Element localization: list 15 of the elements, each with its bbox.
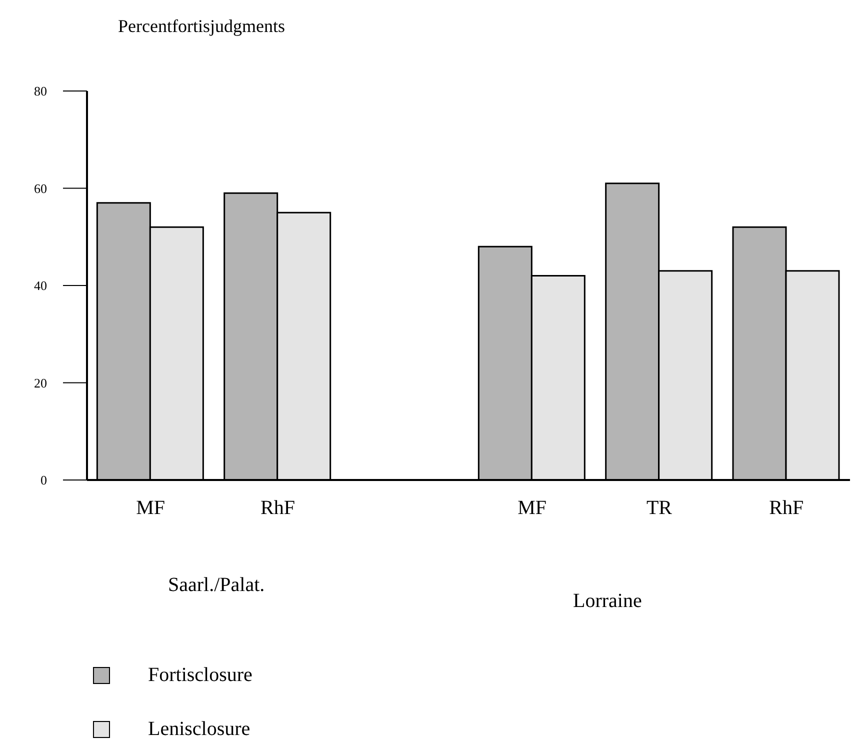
x-tick-label: RhF (769, 497, 804, 520)
text: Lorraine (573, 590, 642, 613)
y-tick-label: 0 (40, 472, 47, 488)
y-tick-label: 60 (34, 180, 47, 196)
y-tick-label: 80 (34, 84, 47, 99)
text: Saarl./Palat. (168, 574, 265, 597)
x-tick-label: MF (518, 497, 547, 520)
x-tick-label: RhF (260, 497, 295, 520)
y-tick-label: 40 (34, 278, 47, 294)
x-tick-label: MF (136, 497, 166, 520)
y-axis-title: Percentfortisjudgments (117, 15, 286, 38)
legend-label: Fortisclosure (148, 664, 252, 686)
legend-label: Lenisclosure (148, 718, 250, 740)
y-tick-label: 20 (34, 375, 47, 390)
x-tick-label: TR (646, 497, 673, 520)
